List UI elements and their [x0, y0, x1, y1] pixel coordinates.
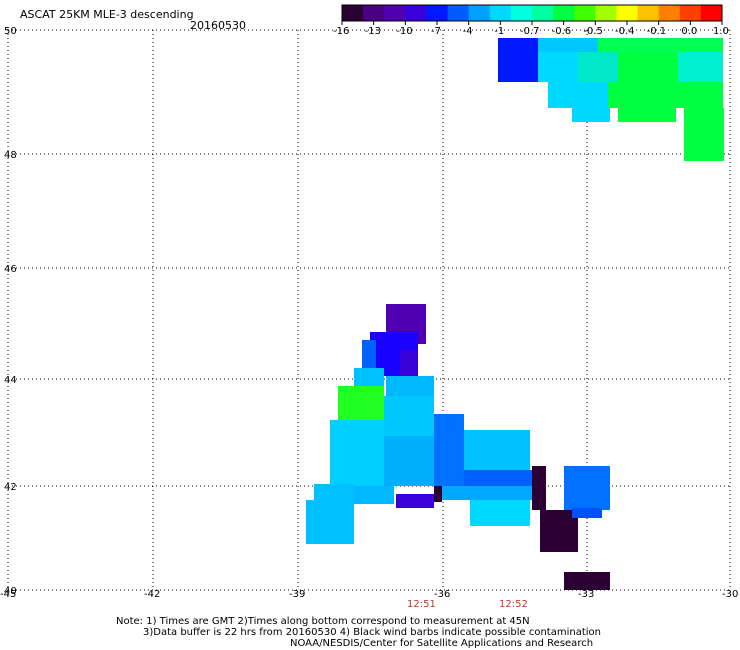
note-line-1: Note: 1) Times are GMT 2)Times along bot…	[116, 616, 530, 627]
latitude-label: 48	[4, 150, 17, 161]
colorbar-tick-label: -0.4	[615, 26, 635, 37]
data-patch	[618, 108, 676, 122]
colorbar-swatch	[405, 5, 427, 21]
colorbar-swatch	[342, 5, 364, 21]
data-patches	[306, 38, 724, 590]
colorbar-swatch	[426, 5, 449, 21]
colorbar-swatch	[616, 5, 639, 21]
data-patch	[384, 436, 434, 486]
data-patch	[548, 82, 608, 108]
data-patch	[396, 494, 434, 508]
data-patch	[386, 376, 434, 396]
latitude-label: 44	[4, 375, 17, 386]
latitude-label: 50	[4, 26, 17, 37]
colorbar-swatch	[679, 5, 702, 21]
data-patch	[306, 500, 354, 544]
colorbar-swatch	[574, 5, 596, 21]
data-patch	[354, 486, 394, 504]
colorbar-swatch	[637, 5, 660, 21]
data-patch	[572, 108, 610, 122]
colorbar-swatch	[532, 5, 554, 21]
data-patch	[434, 414, 464, 496]
time-label-2: 12:52	[499, 599, 528, 610]
colorbar-swatch	[553, 5, 575, 21]
colorbar-swatch	[595, 5, 617, 21]
data-patch	[564, 572, 610, 590]
colorbar-tick-label: -10	[396, 26, 413, 37]
data-patch	[538, 52, 578, 82]
data-patch	[684, 108, 724, 161]
colorbar-swatch	[700, 5, 723, 21]
data-patch	[532, 466, 546, 510]
data-patch	[608, 82, 723, 108]
data-patch	[330, 420, 384, 486]
data-patch	[598, 38, 723, 52]
data-patch	[464, 430, 530, 470]
data-patch	[564, 466, 610, 510]
note-line-2: 3)Data buffer is 22 hrs from 20160530 4)…	[143, 627, 601, 638]
data-patch	[678, 52, 723, 82]
latitude-label: 40	[4, 586, 17, 597]
colorbar-tick-label: -0.5	[583, 26, 603, 37]
colorbar-swatch	[510, 5, 533, 21]
colorbar-tick-label: 1.0	[713, 26, 729, 37]
colorbar-swatch	[363, 5, 385, 21]
longitude-label: -45	[0, 589, 17, 600]
colorbar-tick-label: -16	[333, 26, 350, 37]
data-patch	[434, 486, 442, 502]
longitude-label: -36	[434, 589, 451, 600]
colorbar-swatch	[447, 5, 470, 21]
longitude-label: -30	[722, 589, 739, 600]
latitude-label: 46	[4, 264, 17, 275]
colorbar-swatch	[658, 5, 681, 21]
longitude-label: -33	[578, 589, 595, 600]
data-patch	[384, 396, 434, 436]
colorbar-tick-label: -0.1	[646, 26, 667, 37]
colorbar-swatch	[468, 5, 491, 21]
data-patch	[498, 38, 538, 82]
colorbar-tick-label: 0.0	[681, 26, 698, 37]
data-patch	[436, 486, 534, 500]
time-label-1: 12:51	[407, 599, 436, 610]
data-patch	[314, 484, 354, 504]
colorbar-tick-label: -0.7	[520, 26, 540, 37]
colorbar	[341, 4, 723, 22]
longitude-label: -39	[289, 589, 306, 600]
data-patch	[540, 510, 578, 552]
data-patch	[354, 368, 384, 388]
data-patch	[572, 508, 602, 518]
data-patch	[578, 52, 618, 82]
longitude-label: -42	[144, 589, 161, 600]
data-patch	[538, 38, 598, 52]
latitude-label: 42	[4, 482, 17, 493]
colorbar-swatch	[384, 5, 406, 21]
data-patch	[470, 500, 530, 526]
map-date: 20160530	[190, 19, 246, 32]
data-patch	[362, 340, 376, 370]
colorbar-tick-label: -13	[364, 26, 381, 37]
colorbar-tick-label: -7	[431, 26, 441, 37]
colorbar-swatch	[489, 5, 512, 21]
colorbar-tick-label: -4	[462, 26, 473, 37]
colorbar-tick-label: -0.6	[551, 26, 572, 37]
colorbar-tick-label: -1	[494, 26, 505, 37]
data-patch	[400, 350, 418, 378]
note-line-3: NOAA/NESDIS/Center for Satellite Applica…	[290, 638, 594, 649]
map-title: ASCAT 25KM MLE-3 descending	[20, 8, 194, 21]
data-patch	[618, 52, 678, 82]
